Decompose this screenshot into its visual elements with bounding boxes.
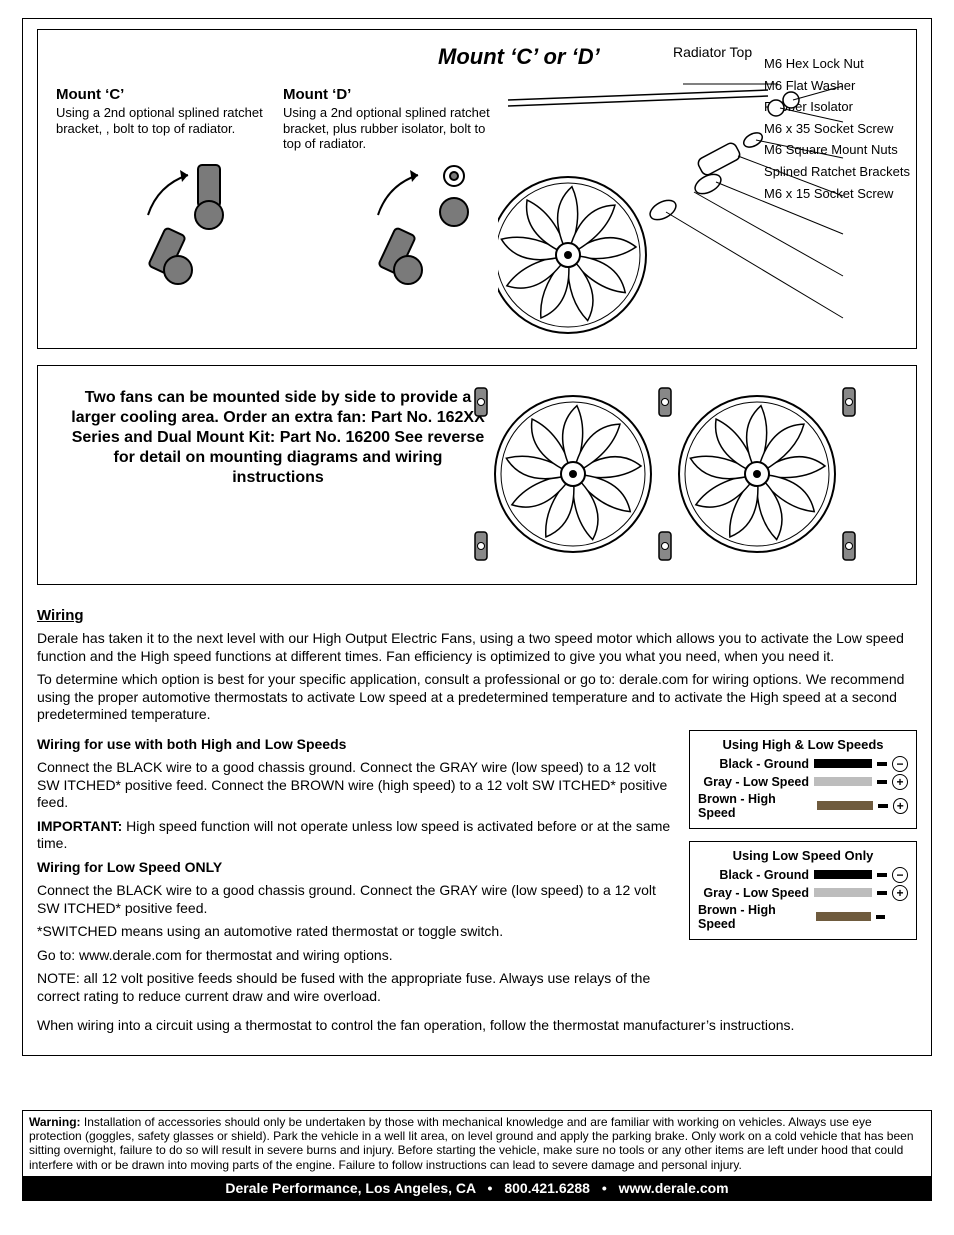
warning-box: Warning: Installation of accessories sho… — [22, 1110, 932, 1177]
wire-label: Brown - High Speed — [698, 792, 812, 820]
polarity-icon: + — [893, 798, 908, 814]
wiring-sub1-p2: IMPORTANT: High speed function will not … — [37, 818, 677, 853]
wiring-heading: Wiring — [37, 607, 917, 624]
mount-title: Mount ‘C’ or ‘D’ — [438, 44, 600, 70]
wire-bar-icon — [814, 777, 872, 786]
wire-box-1-title: Using High & Low Speeds — [698, 737, 908, 752]
wire-bar-icon — [816, 912, 871, 921]
polarity-icon: + — [892, 774, 908, 790]
wire-label: Brown - High Speed — [698, 903, 811, 931]
wire-label: Black - Ground — [719, 757, 809, 771]
warning-prefix: Warning: — [29, 1115, 81, 1129]
polarity-icon: − — [892, 867, 908, 883]
wire-box-2-title: Using Low Speed Only — [698, 848, 908, 863]
mount-c-block: Mount ‘C’ Using a 2nd optional splined r… — [56, 86, 266, 136]
wire-box-high-low: Using High & Low Speeds Black - Ground − G… — [689, 730, 917, 829]
warning-body: Installation of accessories should only … — [29, 1115, 914, 1172]
wire-box-low-only: Using Low Speed Only Black - Ground − Gray… — [689, 841, 917, 940]
wire-tip-icon — [876, 915, 885, 919]
wire-row: Black - Ground − — [698, 756, 908, 772]
dot-icon: • — [480, 1180, 501, 1196]
bracket-sketch-d-icon — [368, 160, 488, 310]
wire-bar-icon — [817, 801, 873, 810]
exploded-view-icon — [498, 80, 848, 330]
wire-tip-icon — [877, 780, 887, 784]
bracket-sketch-c-icon — [138, 160, 258, 310]
wire-bar-icon — [814, 759, 872, 768]
wiring-final: When wiring into a circuit using a therm… — [37, 1017, 917, 1035]
wire-row: Brown - High Speed — [698, 903, 908, 931]
dual-fan-box: Two fans can be mounted side by side to … — [37, 365, 917, 585]
wiring-sub1-title: Wiring for use with both High and Low Sp… — [37, 736, 677, 754]
callout-item: M6 Hex Lock Nut — [764, 56, 910, 72]
wire-tip-icon — [878, 804, 888, 808]
mount-d-block: Mount ‘D’ Using a 2nd optional splined r… — [283, 86, 493, 152]
wire-label: Gray - Low Speed — [703, 886, 809, 900]
wiring-sub1-p1: Connect the BLACK wire to a good chassis… — [37, 759, 677, 812]
mount-d-body: Using a 2nd optional splined ratchet bra… — [283, 105, 493, 152]
dual-fan-icon — [469, 380, 861, 568]
wire-tip-icon — [877, 762, 887, 766]
footer-url: www.derale.com — [619, 1180, 729, 1196]
wire-label: Black - Ground — [719, 868, 809, 882]
mount-diagram-box: Mount ‘C’ or ‘D’ Radiator Top Mount ‘C’ … — [37, 29, 917, 349]
radiator-top-label: Radiator Top — [673, 44, 752, 60]
footer-company: Derale Performance, Los Angeles, CA — [225, 1180, 475, 1196]
mount-d-title: Mount ‘D’ — [283, 86, 493, 103]
wiring-section: Wiring Derale has taken it to the next l… — [37, 607, 917, 1035]
dot-icon: • — [594, 1180, 615, 1196]
wire-tip-icon — [877, 891, 887, 895]
wiring-intro-1: Derale has taken it to the next level wi… — [37, 630, 917, 665]
polarity-icon: + — [892, 885, 908, 901]
wire-tip-icon — [877, 873, 887, 877]
mount-c-title: Mount ‘C’ — [56, 86, 266, 103]
footer-phone: 800.421.6288 — [504, 1180, 590, 1196]
wire-row: Gray - Low Speed + — [698, 885, 908, 901]
wiring-note: NOTE: all 12 volt positive feeds should … — [37, 970, 677, 1005]
dual-fan-text: Two fans can be mounted side by side to … — [68, 388, 488, 488]
footer-bar: Derale Performance, Los Angeles, CA • 80… — [22, 1176, 932, 1201]
wire-label: Gray - Low Speed — [703, 775, 809, 789]
wire-row: Gray - Low Speed + — [698, 774, 908, 790]
important-body: High speed function will not operate unl… — [37, 818, 670, 852]
wiring-intro-2: To determine which option is best for yo… — [37, 671, 917, 724]
wiring-sub2-p2: *SWITCHED means using an automotive rate… — [37, 923, 677, 941]
page-border: Mount ‘C’ or ‘D’ Radiator Top Mount ‘C’ … — [22, 18, 932, 1056]
important-prefix: IMPORTANT: — [37, 818, 122, 834]
wire-bar-icon — [814, 870, 872, 879]
wiring-sub2-title: Wiring for Low Speed ONLY — [37, 859, 677, 877]
polarity-icon: − — [892, 756, 908, 772]
mount-c-body: Using a 2nd optional splined ratchet bra… — [56, 105, 266, 136]
wire-row: Brown - High Speed + — [698, 792, 908, 820]
wiring-sub2-p3: Go to: www.derale.com for thermostat and… — [37, 947, 677, 965]
wire-bar-icon — [814, 888, 872, 897]
wire-row: Black - Ground − — [698, 867, 908, 883]
wiring-sub2-p1: Connect the BLACK wire to a good chassis… — [37, 882, 677, 917]
